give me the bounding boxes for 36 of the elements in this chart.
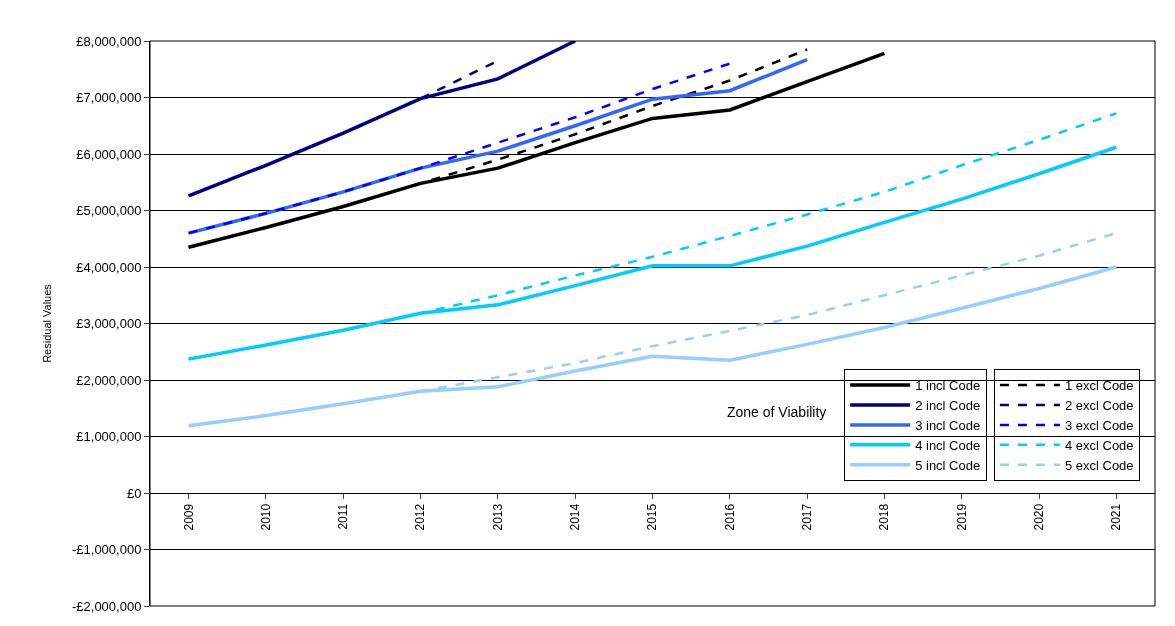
x-tick-label: 2021 bbox=[1109, 503, 1124, 531]
y-tick-label: £6,000,000 bbox=[76, 146, 142, 162]
legend-label: 4 excl Code bbox=[1064, 437, 1134, 453]
legend-label: 3 excl Code bbox=[1064, 417, 1134, 433]
x-tick-label: 2020 bbox=[1031, 503, 1046, 531]
legend-label: 4 incl Code bbox=[915, 437, 981, 453]
x-tick-label: 2017 bbox=[800, 503, 815, 531]
y-tick-label: -£2,000,000 bbox=[71, 598, 142, 614]
x-tick-label: 2010 bbox=[258, 503, 273, 531]
legend-label: 1 excl Code bbox=[1064, 378, 1134, 394]
y-tick-label: £5,000,000 bbox=[76, 203, 142, 219]
x-tick-label: 2013 bbox=[490, 503, 505, 531]
y-tick-label: £1,000,000 bbox=[76, 429, 142, 445]
y-tick-label: £2,000,000 bbox=[76, 372, 142, 388]
legend-label: 1 incl Code bbox=[915, 378, 981, 394]
legend-label: 3 incl Code bbox=[915, 417, 981, 433]
y-tick-label: £3,000,000 bbox=[76, 316, 142, 332]
x-tick-label: 2016 bbox=[722, 503, 737, 531]
y-tick-label: -£1,000,000 bbox=[71, 542, 142, 558]
y-tick-label: £7,000,000 bbox=[76, 90, 142, 106]
legend-label: 2 excl Code bbox=[1064, 398, 1134, 414]
legend-label: 5 excl Code bbox=[1064, 457, 1134, 473]
legend-label: 2 incl Code bbox=[915, 398, 981, 414]
y-tick-label: £4,000,000 bbox=[76, 259, 142, 275]
x-tick-label: 2018 bbox=[877, 503, 892, 531]
x-tick-label: 2019 bbox=[954, 503, 969, 531]
x-tick-label: 2015 bbox=[645, 503, 660, 531]
annotation: Zone of Viability bbox=[727, 404, 827, 420]
y-tick-label: £8,000,000 bbox=[76, 33, 142, 49]
legend-label: 5 incl Code bbox=[915, 457, 981, 473]
x-tick-label: 2014 bbox=[568, 503, 583, 531]
x-tick-label: 2011 bbox=[336, 503, 351, 530]
x-tick-label: 2009 bbox=[181, 503, 196, 531]
x-tick-label: 2012 bbox=[413, 503, 428, 531]
y-axis-title: Residual Values bbox=[40, 283, 53, 363]
y-tick-label: £0 bbox=[126, 485, 142, 501]
